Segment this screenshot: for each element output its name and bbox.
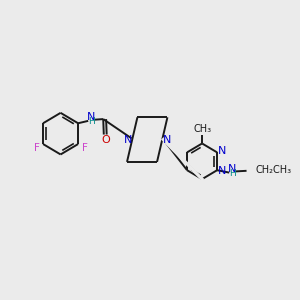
Text: H: H [229, 169, 236, 178]
Text: CH₂CH₃: CH₂CH₃ [256, 165, 292, 175]
Text: F: F [82, 142, 87, 153]
Text: N: N [228, 164, 236, 174]
Text: N: N [218, 167, 226, 176]
Text: CH₃: CH₃ [193, 124, 211, 134]
Text: O: O [101, 135, 110, 145]
Text: N: N [124, 135, 132, 145]
Text: N: N [87, 112, 95, 122]
Text: N: N [218, 146, 226, 156]
Text: N: N [162, 135, 171, 145]
Text: F: F [34, 142, 40, 153]
Text: H: H [88, 117, 94, 126]
